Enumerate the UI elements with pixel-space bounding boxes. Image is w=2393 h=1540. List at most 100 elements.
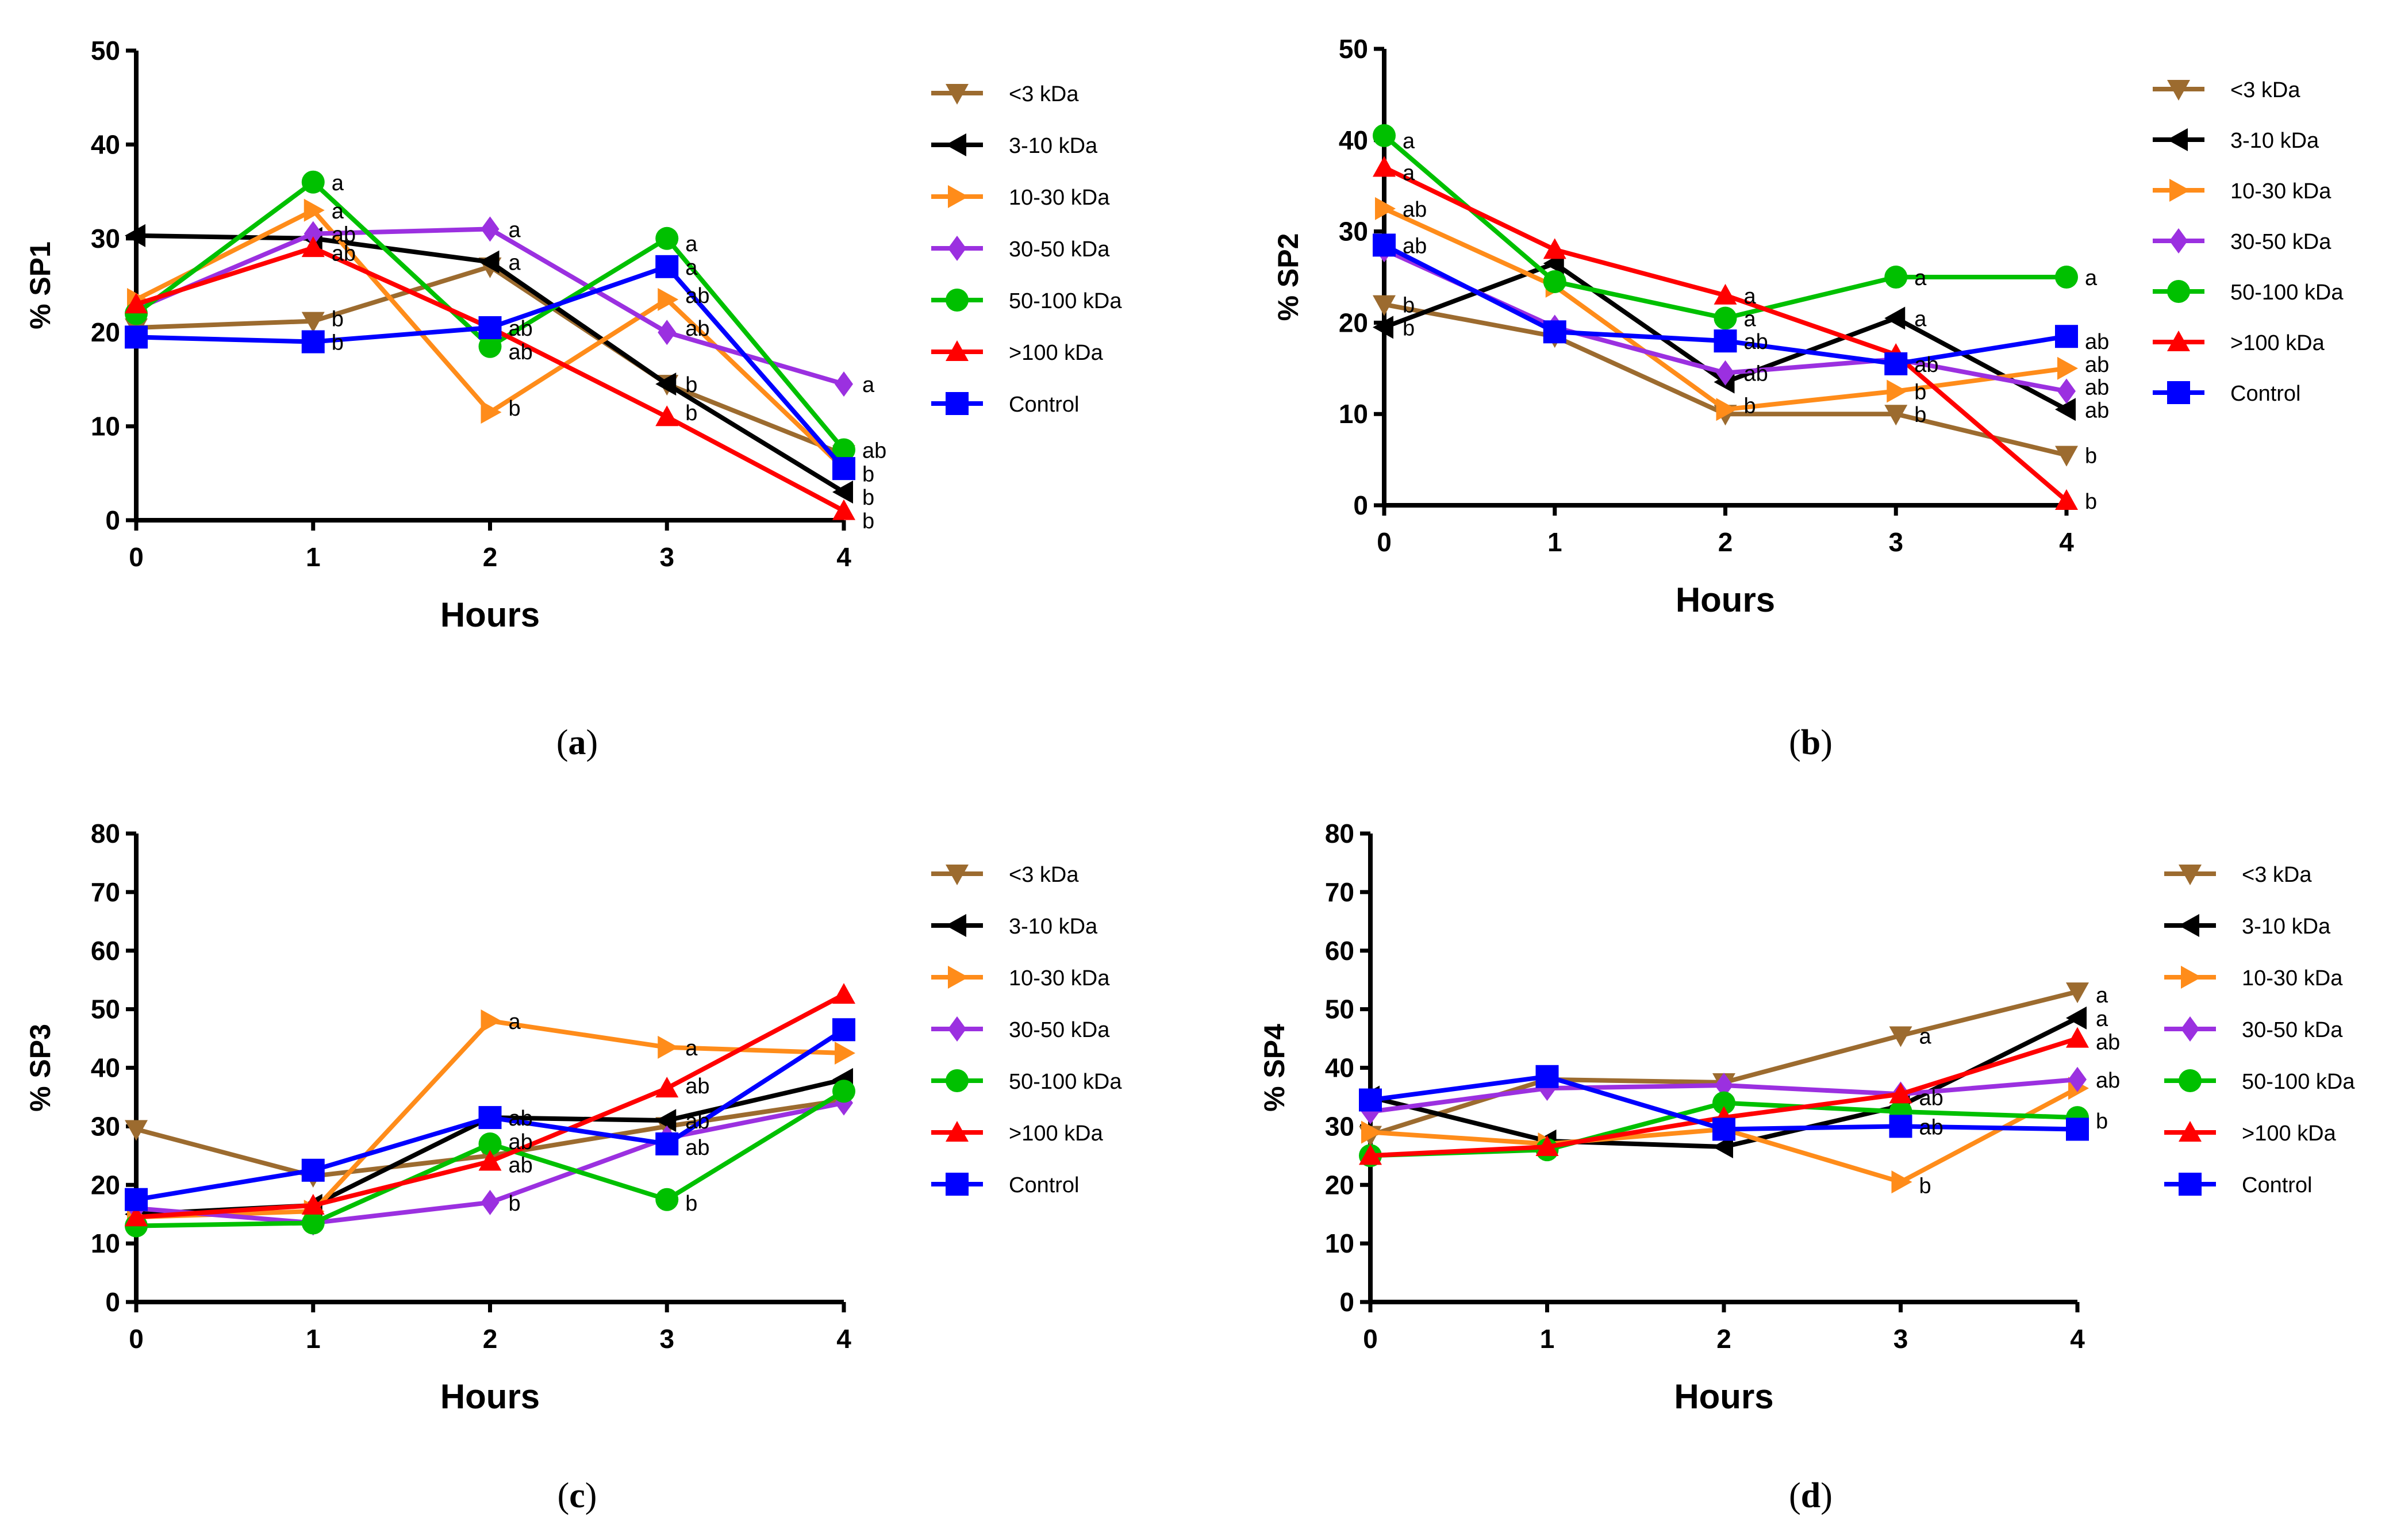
x-tick-label: 4 [836, 1324, 851, 1354]
y-tick-label: 30 [1339, 217, 1368, 247]
significance-letter: ab [509, 1107, 533, 1131]
legend-marker [2169, 228, 2188, 254]
data-point [1887, 379, 1908, 403]
y-tick-label: 10 [1339, 399, 1368, 429]
legend-label: 30-50 kDa [1009, 1018, 1110, 1042]
series-control [1359, 1065, 2089, 1141]
data-point [1884, 352, 1908, 375]
panel-caption-letter: b [1801, 723, 1820, 762]
data-point [655, 226, 679, 250]
significance-letter: a [1403, 161, 1415, 185]
data-point [125, 1120, 148, 1141]
significance-letter: ab [685, 1136, 709, 1160]
data-point [832, 1080, 855, 1103]
significance-letter: a [1744, 307, 1757, 331]
significance-letter: b [1914, 381, 1926, 405]
legend-label: >100 kDa [1009, 341, 1104, 365]
data-point [655, 405, 679, 427]
x-tick-label: 3 [659, 1324, 674, 1354]
legend-label: 30-50 kDa [2242, 1018, 2343, 1042]
legend-marker [2167, 80, 2190, 101]
significance-letter: a [1744, 285, 1757, 309]
significance-letter: ab [1403, 198, 1427, 222]
data-point [481, 1009, 502, 1032]
data-point [835, 1042, 855, 1065]
y-tick-label: 30 [1325, 1111, 1354, 1141]
legend-label: 30-50 kDa [2230, 230, 2331, 254]
series-50-100-kda [125, 170, 855, 462]
data-point [2055, 266, 2078, 289]
significance-letter: ab [509, 1130, 533, 1154]
significance-letter: ab [332, 241, 356, 266]
data-point [478, 316, 502, 340]
significance-letter: ab [2085, 398, 2109, 423]
x-axis-label: Hours [440, 596, 540, 634]
data-point [125, 325, 148, 349]
legend-label: 3-10 kDa [2242, 915, 2331, 939]
x-tick-label: 1 [1547, 527, 1562, 557]
data-point [2066, 982, 2089, 1004]
legend-marker [2167, 280, 2190, 303]
x-tick-label: 2 [1716, 1324, 1731, 1354]
significance-letter: b [2096, 1109, 2108, 1134]
y-tick-label: 0 [105, 1287, 120, 1317]
significance-letter: b [1403, 294, 1415, 318]
significance-letter: b [862, 509, 874, 533]
data-point [1884, 266, 1908, 289]
significance-letter: ab [2096, 1069, 2120, 1093]
legend-marker [2167, 381, 2190, 404]
legend-marker [948, 1016, 966, 1042]
y-tick-label: 50 [1325, 994, 1354, 1024]
data-point [125, 1188, 148, 1211]
significance-letter: a [685, 256, 698, 280]
y-tick-label: 0 [1353, 490, 1368, 520]
data-point [1891, 1170, 1912, 1194]
legend-label: 50-100 kDa [1009, 289, 1122, 313]
y-tick-label: 70 [1325, 877, 1354, 907]
y-tick-label: 70 [91, 877, 120, 907]
y-axis-label: % SP1 [24, 241, 56, 329]
legend-label: <3 kDa [1009, 863, 1079, 887]
y-tick-label: 50 [91, 994, 120, 1024]
legend-label: >100 kDa [1009, 1122, 1104, 1146]
data-point [832, 1018, 855, 1042]
data-point [832, 457, 855, 481]
x-tick-label: 0 [129, 542, 144, 572]
significance-letter: a [685, 232, 698, 256]
significance-letter: ab [2085, 353, 2109, 377]
data-point [125, 293, 148, 314]
data-point [301, 312, 325, 333]
data-point [1712, 1135, 1733, 1159]
data-point [304, 198, 325, 222]
y-axis-label: % SP2 [1272, 233, 1304, 321]
y-tick-label: 30 [91, 1111, 120, 1141]
panel-caption: (d) [1789, 1476, 1833, 1515]
data-point [1889, 1082, 1912, 1104]
significance-letter: ab [685, 284, 709, 308]
data-point [1543, 320, 1566, 344]
legend-label: >100 kDa [2242, 1122, 2337, 1146]
legend-label: >100 kDa [2230, 331, 2325, 355]
data-point [655, 255, 679, 278]
significance-letter: ab [2096, 1031, 2120, 1055]
x-tick-label: 0 [1363, 1324, 1378, 1354]
significance-letter: b [685, 401, 697, 425]
data-point [481, 1189, 500, 1215]
data-point [1361, 1120, 1382, 1144]
y-tick-label: 40 [91, 129, 120, 159]
data-point [1543, 270, 1566, 293]
x-tick-label: 0 [129, 1324, 144, 1354]
legend-label: 10-30 kDa [1009, 186, 1110, 210]
legend-marker [948, 236, 966, 261]
significance-letter: b [509, 1192, 521, 1216]
significance-letter: ab [1914, 353, 1938, 377]
data-point [2057, 378, 2076, 404]
data-point [1889, 1026, 1912, 1047]
significance-letter: b [2085, 444, 2097, 468]
significance-letter: ab [1919, 1086, 1943, 1110]
legend-label: Control [2242, 1173, 2313, 1197]
panel-caption-letter: a [569, 723, 586, 762]
y-axis-label: % SP3 [24, 1024, 56, 1112]
